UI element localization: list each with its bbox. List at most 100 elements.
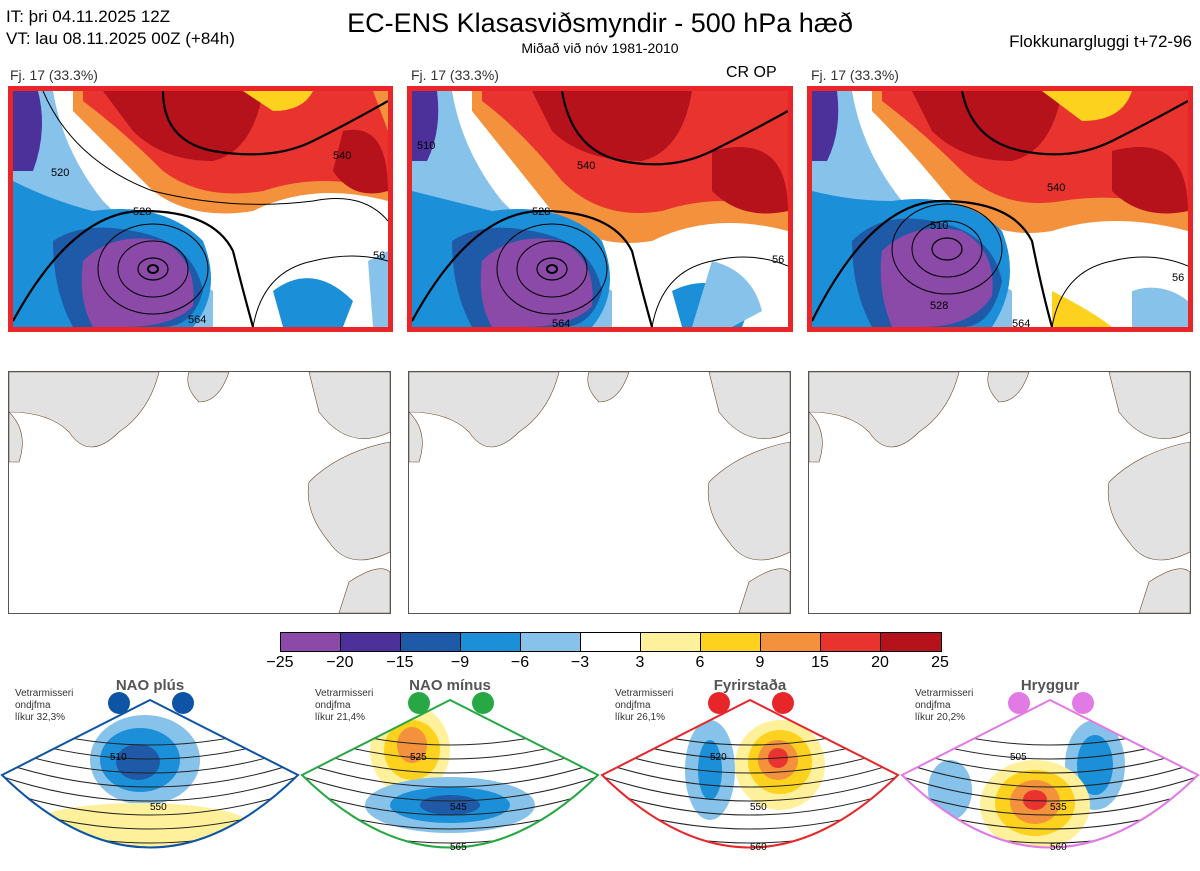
contour-label: 560 [1050,842,1067,853]
contour-label: 540 [577,160,595,172]
colorbar-tick-label: 25 [931,654,949,671]
height-contour [302,747,598,774]
colorbar-tick-label: 20 [871,654,889,671]
base-map-3 [808,371,1191,614]
height-contour [602,789,898,816]
colorbar-tick-label: −3 [570,654,590,671]
contour-label: 550 [750,802,767,813]
pattern-note: Vetrarmisseri ondjfma líkur 20,2% [915,688,973,724]
contour-label: 560 [750,842,767,853]
colorbar-swatch [341,633,401,651]
contour-label: 56 [1172,272,1184,284]
valid-time: VT: lau 08.11.2025 00Z (+84h) [6,29,235,48]
height-contour [902,719,1198,746]
height-contour [302,775,598,802]
pattern-fan-map: 520 550 560 [600,698,900,853]
colorbar-swatch [821,633,881,651]
colorbar-swatch [401,633,461,651]
pattern-note-line: Vetrarmisseri [915,688,974,699]
pattern-note-line: Vetrarmisseri [315,688,374,699]
cluster-map-3: 510 528 540 564 56 [807,86,1193,332]
height-contour [602,775,898,802]
colorbar-swatch [761,633,821,651]
contour-label: 528 [133,206,151,218]
pattern-title: NAO mínus [409,677,491,694]
contour-label: 540 [1047,182,1065,194]
height-contour [2,761,298,788]
pattern-note-line: Vetrarmisseri [615,688,674,699]
pattern-marker-dot [108,692,130,714]
pattern-note-line: ondjfma [15,700,51,711]
contour-label: 56 [772,254,784,266]
pattern-marker-dot [708,692,730,714]
pattern-note-line: líkur 32,3% [15,712,66,723]
colorbar-swatch [281,633,341,651]
pattern-marker-dot [1072,692,1094,714]
height-contour [2,747,298,774]
cluster-map-2: 528 510 540 564 56 [407,86,793,332]
contour-label: 550 [150,802,167,813]
height-contour [602,747,898,774]
height-contour [902,733,1198,760]
fan-border [300,698,600,849]
colorbar-tick-label: −25 [266,654,294,671]
contour-label: 510 [110,752,127,763]
pattern-fan-map: 525 545 565 [300,698,600,853]
pattern-fan-map: 505 535 560 [900,698,1200,870]
height-contour [602,817,898,844]
anomaly-area [420,795,480,815]
panel-2-label: Fj. 17 (33.3%) [411,67,499,83]
contour-label: 535 [1050,802,1067,813]
pattern-title: NAO plús [115,677,185,694]
panel-3-label: Fj. 17 (33.3%) [811,67,899,83]
classification-window: Flokkunargluggi t+72-96 [1009,32,1192,51]
contour-label: 540 [333,150,351,162]
panel-1-label: Fj. 17 (33.3%) [10,67,98,83]
contour-label: 564 [1012,318,1030,327]
colorbar-swatch [701,633,761,651]
header-times: IT: þri 04.11.2025 12Z VT: lau 08.11.202… [6,6,235,50]
height-contour [902,789,1198,816]
height-contour [302,761,598,788]
height-contour [902,775,1198,802]
page-title: EC-ENS Klasasviðsmyndir - 500 hPa hæð [347,8,853,38]
base-map-2 [408,371,791,614]
pattern-marker-dot [472,692,494,714]
contour-label: 520 [51,167,69,179]
colorbar-tick-label: 6 [695,654,705,671]
base-map-1 [8,371,391,614]
pattern-marker-dot [1008,692,1030,714]
height-contour [2,789,298,816]
height-contour [302,789,598,816]
panel-2-tag: CR OP [726,64,777,81]
pattern-marker-dot [408,692,430,714]
pattern-title: Fyrirstaða [713,677,787,694]
contour-label: 564 [188,314,206,326]
pattern-note-line: ondjfma [615,700,651,711]
colorbar-tick-label: −6 [510,654,530,671]
pattern-note: Vetrarmisseri ondjfma líkur 32,3% [15,688,73,724]
anomaly-area [1014,860,1042,870]
contour-label: 564 [552,318,570,327]
height-contour [602,761,898,788]
colorbar-swatch [461,633,521,651]
contour-label: 520 [710,752,727,763]
pattern-note-line: líkur 21,4% [315,712,366,723]
pattern-note-line: ondjfma [915,700,951,711]
colorbar-tick-label: 3 [635,654,645,671]
page-subtitle: Miðað við nóv 1981-2010 [521,40,679,56]
contour-label: 545 [450,802,467,813]
height-contour [302,719,598,746]
pattern-note-line: ondjfma [315,700,351,711]
anomaly-area [116,744,160,780]
colorbar [280,632,942,652]
contour-label: 528 [532,206,550,218]
colorbar-swatch [881,633,941,651]
pattern-marker-dot [172,692,194,714]
pattern-note: Vetrarmisseri ondjfma líkur 26,1% [615,688,673,724]
height-contour [902,747,1198,774]
pattern-marker-dot [772,692,794,714]
anomaly-area [1023,790,1047,810]
pattern-note-line: Vetrarmisseri [15,688,74,699]
pattern-fan-map: 510 550 [0,698,300,849]
